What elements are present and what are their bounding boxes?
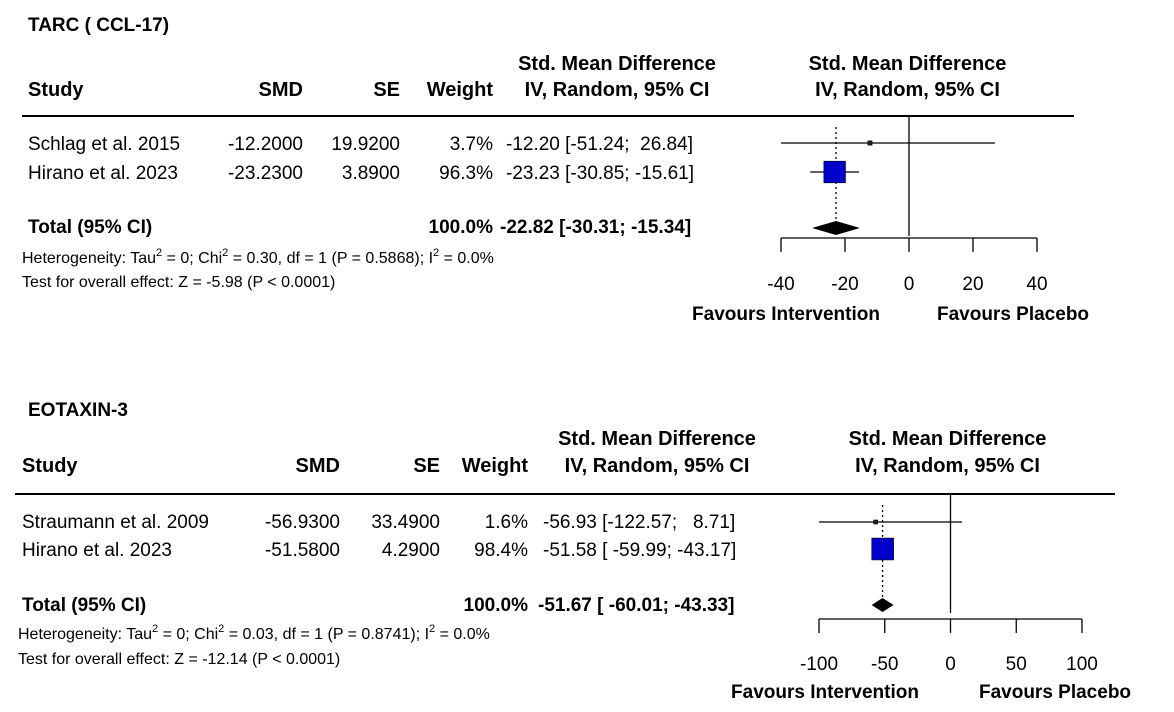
study-name: Hirano et al. 2023 — [22, 540, 172, 561]
total-ci: -22.82 [-30.31; -15.34] — [500, 217, 692, 238]
favours-right-label: Favours Placebo — [937, 304, 1089, 325]
header-rule — [15, 493, 1115, 495]
study-square — [871, 537, 894, 561]
plot-header-line1: Std. Mean Difference — [848, 428, 1047, 450]
total-weight: 100.0% — [428, 217, 493, 238]
plot-header-line1: Std. Mean Difference — [808, 53, 1007, 75]
study-smd: -51.5800 — [264, 540, 340, 561]
study-weight: 96.3% — [439, 163, 493, 184]
study-ci: -23.23 [-30.85; -15.61] — [506, 163, 695, 184]
pooled-diamond — [812, 221, 860, 235]
overall-effect-text: Test for overall effect: Z = -5.98 (P < … — [22, 274, 336, 291]
se-column-header: SE — [373, 79, 400, 101]
study-square — [823, 160, 846, 184]
x-tick-label: 40 — [1026, 274, 1047, 295]
plot-header-line2: IV, Random, 95% CI — [855, 455, 1040, 477]
study-se: 33.4900 — [371, 512, 440, 533]
ci-header-line2: IV, Random, 95% CI — [564, 455, 750, 477]
study-weight: 98.4% — [474, 540, 528, 561]
x-tick-label: 100 — [1066, 654, 1098, 675]
favours-left-label: Favours Intervention — [731, 682, 919, 703]
forest-plot-area: -40 -20 0 20 40 Favours Intervention Favours P… — [692, 115, 1089, 325]
study-name: Hirano et al. 2023 — [28, 163, 178, 184]
smd-column-header: SMD — [295, 455, 340, 477]
study-smd: -56.9300 — [264, 512, 340, 533]
panel-title: TARC ( CCL-17) — [28, 15, 170, 36]
header-rule — [22, 115, 1074, 117]
study-ci: -56.93 [-122.57; 8.71] — [543, 512, 736, 533]
weight-column-header: Weight — [461, 455, 528, 477]
forest-plot-area: -100 -50 0 50 100 Favours Intervention Favours… — [731, 493, 1131, 703]
study-weight: 1.6% — [484, 512, 528, 533]
smd-column-header: SMD — [258, 79, 303, 101]
heterogeneity-text: Heterogeneity: Tau2 = 0; Chi2 = 0.30, df… — [22, 247, 494, 268]
x-tick-label: -40 — [767, 274, 794, 295]
x-tick-label: -50 — [871, 654, 898, 675]
study-square — [867, 140, 873, 146]
total-ci: -51.67 [ -60.01; -43.33] — [538, 595, 735, 616]
heterogeneity-text: Heterogeneity: Tau2 = 0; Chi2 = 0.03, df… — [18, 623, 490, 644]
x-tick-label: -20 — [831, 274, 858, 295]
study-square — [873, 519, 878, 525]
study-smd: -23.2300 — [227, 163, 303, 184]
study-column-header: Study — [22, 455, 78, 477]
forest-plot-tarc: TARC ( CCL-17) Std. Mean Difference Std.… — [0, 0, 1174, 350]
ci-header-line1: Std. Mean Difference — [518, 53, 716, 75]
plot-header-line2: IV, Random, 95% CI — [815, 79, 1000, 101]
study-ci: -51.58 [ -59.99; -43.17] — [543, 540, 737, 561]
panel-title: EOTAXIN-3 — [28, 400, 128, 421]
study-smd: -12.2000 — [227, 134, 303, 155]
overall-effect-text: Test for overall effect: Z = -12.14 (P <… — [18, 651, 341, 668]
study-name: Straumann et al. 2009 — [22, 512, 209, 533]
study-se: 19.9200 — [331, 134, 400, 155]
study-weight: 3.7% — [449, 134, 493, 155]
favours-right-label: Favours Placebo — [979, 682, 1131, 703]
total-label: Total (95% CI) — [28, 217, 153, 238]
x-tick-label: -100 — [800, 654, 838, 675]
x-tick-label: 0 — [945, 654, 956, 675]
pooled-diamond — [871, 598, 894, 612]
ci-header-line1: Std. Mean Difference — [558, 428, 756, 450]
weight-column-header: Weight — [426, 79, 493, 101]
x-tick-label: 50 — [1006, 654, 1027, 675]
total-weight: 100.0% — [463, 595, 528, 616]
forest-plot-eotaxin: EOTAXIN-3 Std. Mean Difference Std. Mean… — [0, 375, 1174, 712]
x-tick-label: 0 — [904, 274, 915, 295]
ci-header-line2: IV, Random, 95% CI — [524, 79, 710, 101]
total-label: Total (95% CI) — [22, 595, 147, 616]
x-tick-label: 20 — [962, 274, 983, 295]
se-column-header: SE — [413, 455, 440, 477]
study-se: 4.2900 — [381, 540, 440, 561]
favours-left-label: Favours Intervention — [692, 304, 880, 325]
study-se: 3.8900 — [341, 163, 400, 184]
study-column-header: Study — [28, 79, 84, 101]
study-ci: -12.20 [-51.24; 26.84] — [506, 134, 693, 155]
study-name: Schlag et al. 2015 — [28, 134, 181, 155]
